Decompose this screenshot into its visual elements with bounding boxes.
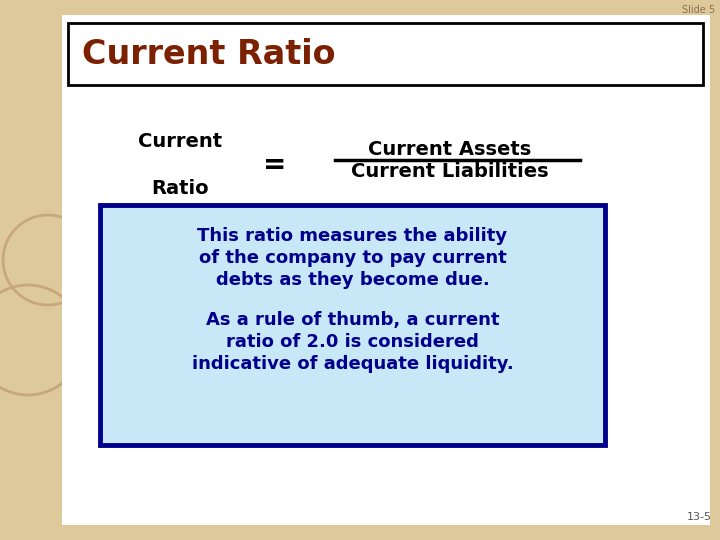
Text: Current Liabilities: Current Liabilities — [351, 162, 549, 181]
Text: ratio of 2.0 is considered: ratio of 2.0 is considered — [226, 333, 479, 351]
FancyBboxPatch shape — [100, 205, 605, 445]
Text: 13-5: 13-5 — [687, 512, 712, 522]
Text: debts as they become due.: debts as they become due. — [215, 271, 490, 289]
Text: indicative of adequate liquidity.: indicative of adequate liquidity. — [192, 355, 513, 373]
FancyBboxPatch shape — [62, 15, 710, 525]
Text: =: = — [264, 151, 287, 179]
Text: Slide 5: Slide 5 — [682, 5, 715, 15]
FancyBboxPatch shape — [68, 23, 703, 85]
Text: Ratio: Ratio — [151, 179, 209, 198]
Text: This ratio measures the ability: This ratio measures the ability — [197, 227, 508, 245]
Text: Current Ratio: Current Ratio — [82, 37, 336, 71]
Text: of the company to pay current: of the company to pay current — [199, 249, 506, 267]
Text: As a rule of thumb, a current: As a rule of thumb, a current — [206, 311, 499, 329]
Text: Current: Current — [138, 132, 222, 151]
Text: Current Assets: Current Assets — [369, 140, 531, 159]
